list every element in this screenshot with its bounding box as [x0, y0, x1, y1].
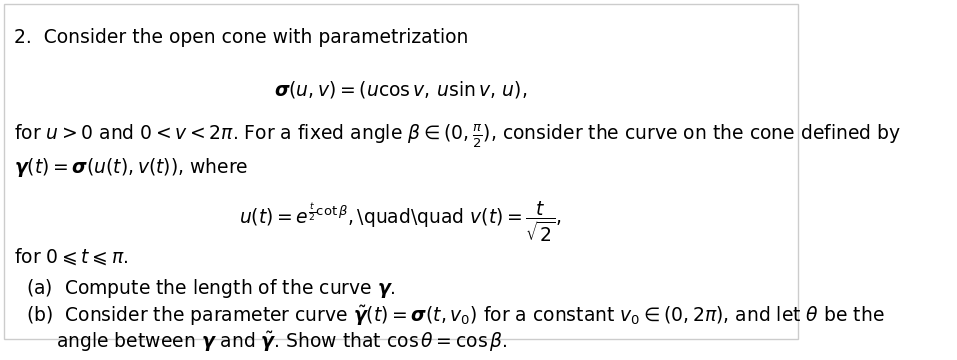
Text: $\boldsymbol{\sigma}(u, v) = (u\cos v,\, u\sin v,\, u),$: $\boldsymbol{\sigma}(u, v) = (u\cos v,\,… — [275, 80, 527, 100]
Text: for $0 \leqslant t \leqslant \pi$.: for $0 \leqslant t \leqslant \pi$. — [14, 247, 128, 267]
Text: angle between $\boldsymbol{\gamma}$ and $\tilde{\boldsymbol{\gamma}}$. Show that: angle between $\boldsymbol{\gamma}$ and … — [56, 330, 507, 354]
Text: $\boldsymbol{\gamma}(t) = \boldsymbol{\sigma}(u(t), v(t))$, where: $\boldsymbol{\gamma}(t) = \boldsymbol{\s… — [14, 156, 249, 179]
Text: (a)  Compute the length of the curve $\boldsymbol{\gamma}$.: (a) Compute the length of the curve $\bo… — [26, 277, 395, 300]
Text: $u(t) = e^{\frac{t}{2}\cot\beta},$\quad\quad $v(t) = \dfrac{t}{\sqrt{2}},$: $u(t) = e^{\frac{t}{2}\cot\beta},$\quad\… — [239, 200, 563, 244]
Text: for $u > 0$ and $0 < v < 2\pi$. For a fixed angle $\beta \in (0, \frac{\pi}{2})$: for $u > 0$ and $0 < v < 2\pi$. For a fi… — [14, 123, 901, 150]
Text: (b)  Consider the parameter curve $\tilde{\boldsymbol{\gamma}}(t) = \boldsymbol{: (b) Consider the parameter curve $\tilde… — [26, 303, 884, 328]
Text: 2.  Consider the open cone with parametrization: 2. Consider the open cone with parametri… — [14, 28, 469, 46]
